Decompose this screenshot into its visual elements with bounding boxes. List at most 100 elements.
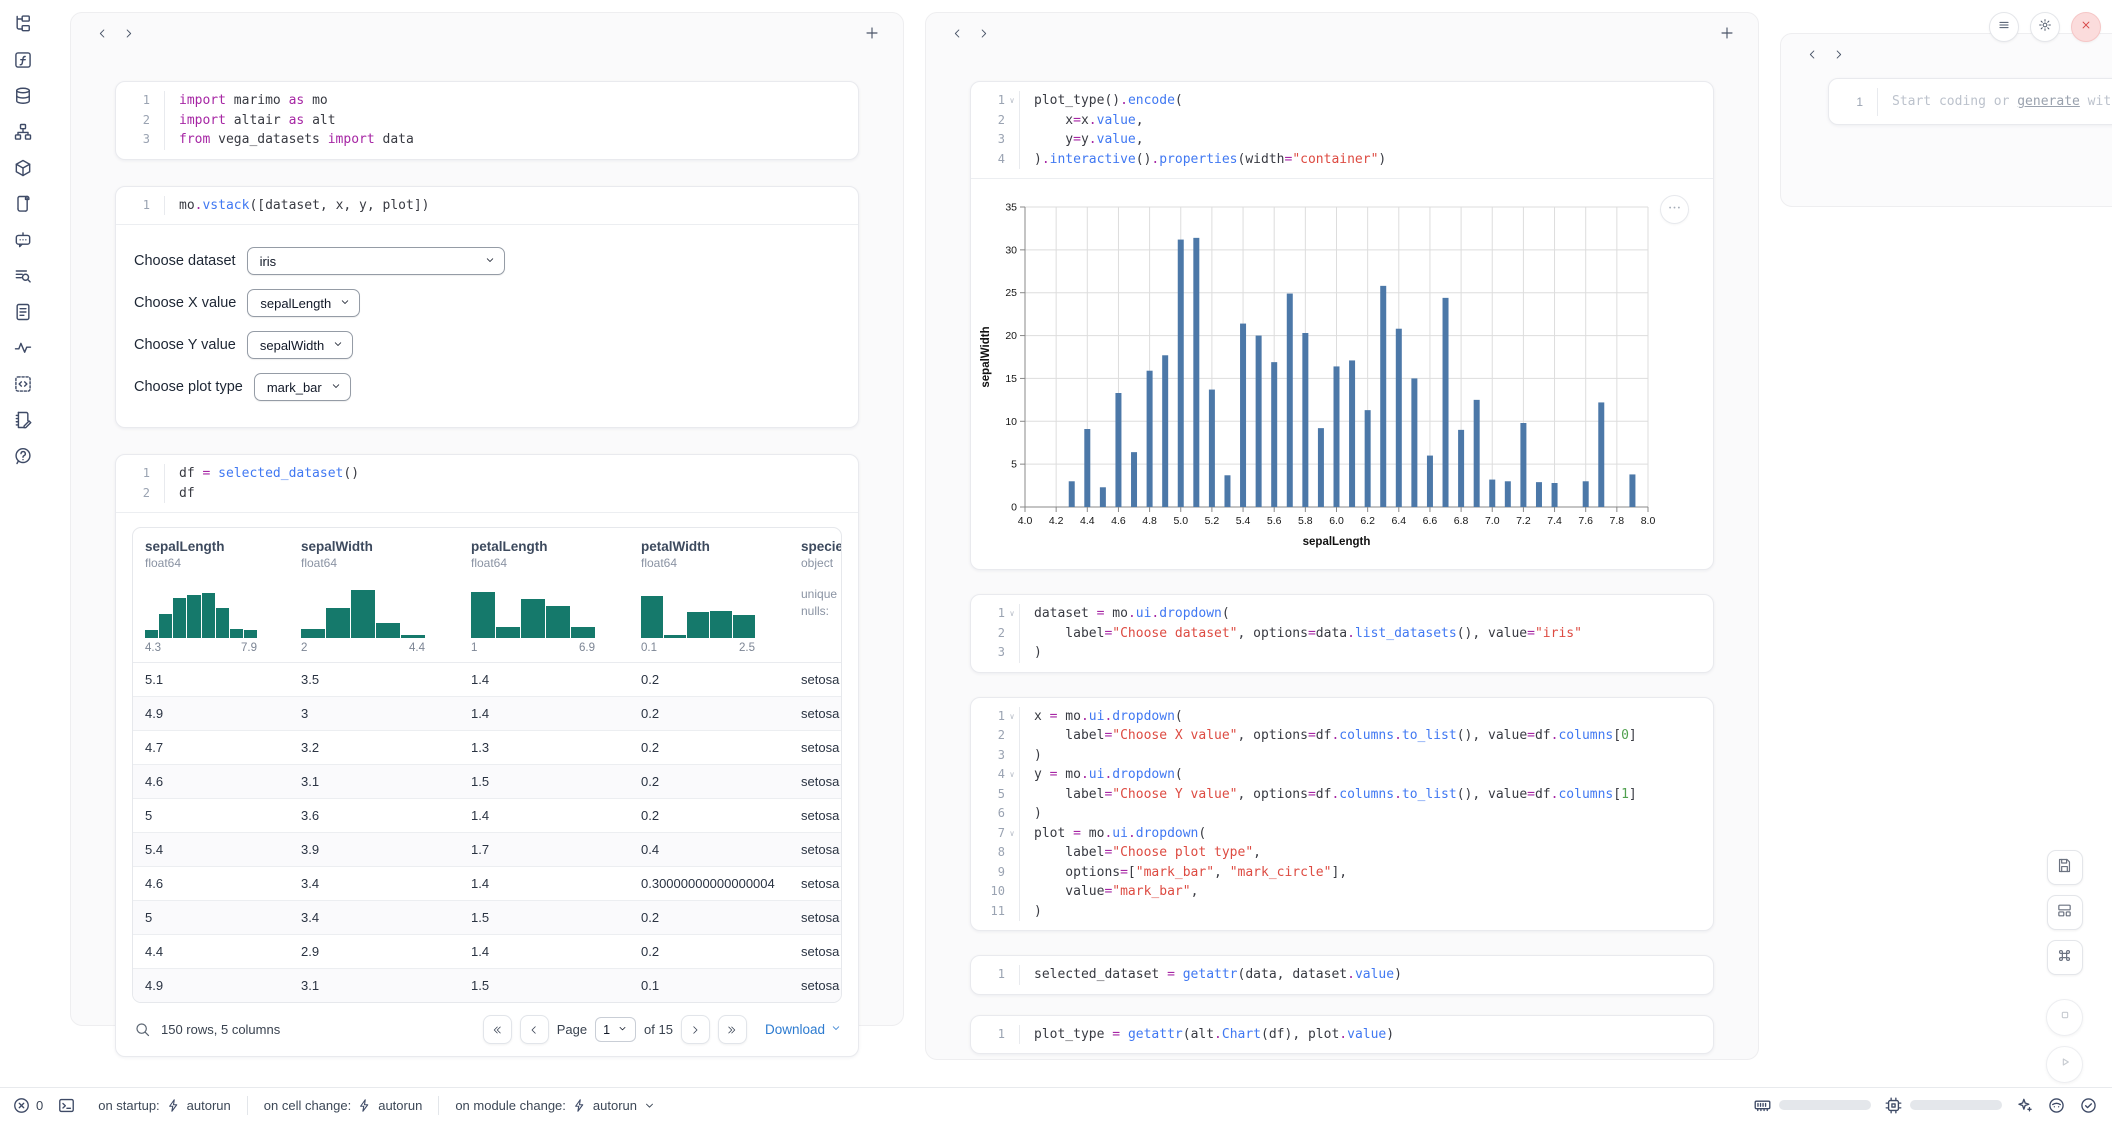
chevron-left-icon[interactable] (89, 20, 115, 46)
last-page-button[interactable] (718, 1015, 747, 1044)
cell-selected-dataset[interactable]: 1selected_dataset = getattr(data, datase… (970, 955, 1714, 995)
line-number: 1 (1856, 95, 1863, 109)
database-icon[interactable] (13, 86, 33, 106)
table-cell: setosa (791, 910, 842, 925)
file-tree-icon[interactable] (13, 14, 33, 34)
terminal-icon[interactable] (57, 1096, 76, 1115)
code-editor[interactable]: 1import marimo as mo2import altair as al… (116, 82, 858, 159)
settings-button[interactable] (2030, 12, 2060, 42)
add-cell-icon[interactable] (859, 20, 885, 46)
cell-divider (116, 512, 858, 513)
marimo-app: 1import marimo as mo2import altair as al… (0, 0, 2112, 1122)
function-icon[interactable] (13, 50, 33, 70)
column-header[interactable]: sepalLengthfloat644.37.9 (133, 539, 291, 662)
cell-xy-plot-dropdowns[interactable]: 1∨x = mo.ui.dropdown(2 label="Choose X v… (970, 697, 1714, 932)
column-name[interactable]: petalLength (471, 539, 631, 554)
code-editor[interactable]: 1∨plot_type().encode(2 x=x.value,3 y=y.v… (971, 82, 1713, 178)
fold-marker-icon[interactable]: ∨ (1005, 707, 1019, 727)
menu-button[interactable] (1989, 12, 2019, 42)
fold-marker-icon[interactable]: ∨ (1005, 824, 1019, 844)
ellipsis-icon (1667, 200, 1682, 220)
code-editor[interactable]: 1plot_type = getattr(alt.Chart(df), plot… (971, 1016, 1713, 1054)
add-cell-icon[interactable] (1714, 20, 1740, 46)
list-search-icon[interactable] (13, 266, 33, 286)
histogram-bar (664, 635, 686, 638)
cell-change-mode-button[interactable]: on cell change: autorun (248, 1098, 439, 1113)
x-tick-label: 7.8 (1610, 515, 1625, 527)
module-change-mode-button[interactable]: on module change: autorun (439, 1098, 672, 1113)
help-icon[interactable] (13, 446, 33, 466)
code-editor[interactable]: 1∨x = mo.ui.dropdown(2 label="Choose X v… (971, 698, 1713, 931)
cell-plot-type[interactable]: 1plot_type = getattr(alt.Chart(df), plot… (970, 1015, 1714, 1055)
cell-dataframe[interactable]: 1df = selected_dataset()2df sepalLengthf… (115, 454, 859, 1057)
fold-marker-icon[interactable]: ∨ (1005, 765, 1019, 785)
code-editor[interactable]: 1selected_dataset = getattr(data, datase… (971, 956, 1713, 994)
package-icon[interactable] (13, 158, 33, 178)
prev-page-button[interactable] (520, 1015, 549, 1044)
histogram-range: 24.4 (301, 642, 425, 654)
x-select[interactable]: sepalLength (247, 289, 360, 317)
sitemap-icon[interactable] (13, 122, 33, 142)
cell-dataset-dropdown[interactable]: 1∨dataset = mo.ui.dropdown(2 label="Choo… (970, 594, 1714, 673)
generate-link[interactable]: generate (2017, 94, 2080, 109)
editor-placeholder[interactable]: Start coding or generate with (1878, 94, 2112, 109)
column-name[interactable]: petalWidth (641, 539, 791, 554)
cell-vstack[interactable]: 1mo.vstack([dataset, x, y, plot]) Choose… (115, 186, 859, 429)
chart-bar (1178, 240, 1184, 507)
code-snippet-icon[interactable] (13, 374, 33, 394)
download-button[interactable]: Download (765, 1022, 842, 1037)
chat-bot-icon[interactable] (13, 230, 33, 250)
table-cell: 3.4 (291, 876, 461, 891)
cell-imports[interactable]: 1import marimo as mo2import altair as al… (115, 81, 859, 160)
code-editor[interactable]: 1∨dataset = mo.ui.dropdown(2 label="Choo… (971, 595, 1713, 672)
chevron-right-icon[interactable] (115, 20, 141, 46)
next-page-button[interactable] (681, 1015, 710, 1044)
code-editor[interactable]: 1mo.vstack([dataset, x, y, plot]) (116, 187, 858, 225)
chevron-right-icon[interactable] (970, 20, 996, 46)
column-header[interactable]: sepalWidthfloat6424.4 (291, 539, 461, 662)
column-name[interactable]: species (801, 539, 842, 554)
table-cell: setosa (791, 740, 842, 755)
errors-icon[interactable] (12, 1096, 31, 1115)
table-row: 4.63.41.40.30000000000000004setosa (133, 867, 841, 901)
layout-button[interactable] (2047, 895, 2083, 930)
scroll-icon[interactable] (13, 194, 33, 214)
column-header[interactable]: petalLengthfloat6416.9 (461, 539, 631, 662)
altair-chart: 4.04.24.44.64.85.05.25.45.65.86.06.26.46… (971, 179, 1715, 564)
y-select[interactable]: sepalWidth (247, 331, 353, 359)
chart-menu-button[interactable] (1660, 195, 1689, 224)
ai-sparkle-icon[interactable] (2015, 1096, 2034, 1115)
first-page-button[interactable] (483, 1015, 512, 1044)
scratch-cell[interactable]: 1 Start coding or generate with (1828, 78, 2112, 125)
dataset-select[interactable]: iris (247, 247, 505, 275)
code-line: 11) (971, 902, 1713, 922)
cell-chart[interactable]: 1∨plot_type().encode(2 x=x.value,3 y=y.v… (970, 81, 1714, 570)
run-button[interactable] (2046, 1046, 2083, 1083)
code-editor[interactable]: 1df = selected_dataset()2df (116, 455, 858, 512)
plot-type-select[interactable]: mark_bar (254, 373, 351, 401)
shortcuts-button[interactable] (2047, 940, 2083, 975)
chevron-left-icon[interactable] (944, 20, 970, 46)
column-name[interactable]: sepalLength (145, 539, 291, 554)
x-tick-label: 4.0 (1018, 515, 1033, 527)
connection-status-icon[interactable] (2079, 1096, 2098, 1115)
bolt-icon (357, 1098, 372, 1113)
chevron-right-icon[interactable] (1825, 41, 1851, 67)
shutdown-button[interactable] (2071, 12, 2101, 42)
save-button[interactable] (2047, 850, 2083, 885)
fold-marker-icon[interactable]: ∨ (1005, 604, 1019, 624)
chevron-left-icon[interactable] (1799, 41, 1825, 67)
activity-icon[interactable] (13, 338, 33, 358)
notebook-edit-icon[interactable] (13, 410, 33, 430)
startup-mode-button[interactable]: on startup: autorun (82, 1098, 247, 1113)
page-select[interactable]: 1 (595, 1017, 636, 1042)
search-icon[interactable] (134, 1021, 151, 1038)
column-header[interactable]: petalWidthfloat640.12.5 (631, 539, 791, 662)
document-icon[interactable] (13, 302, 33, 322)
fold-marker-icon[interactable]: ∨ (1005, 91, 1019, 111)
stop-button[interactable] (2046, 999, 2083, 1036)
column-header[interactable]: speciesobjectuniquenulls: (791, 539, 842, 662)
column-name[interactable]: sepalWidth (301, 539, 461, 554)
copilot-icon[interactable] (2047, 1096, 2066, 1115)
chevron-down-icon (830, 1022, 842, 1037)
